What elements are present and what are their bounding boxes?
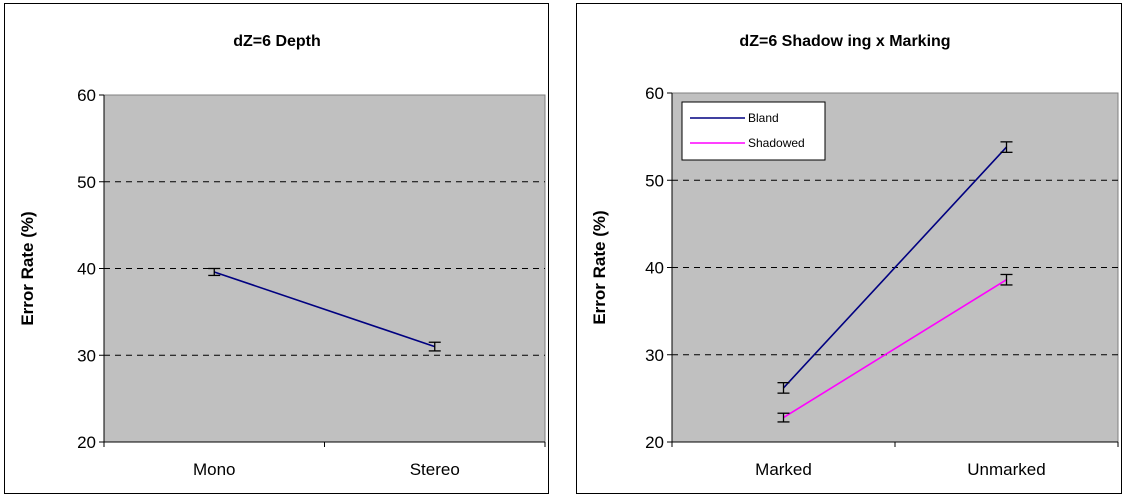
series-line-0 xyxy=(213,271,436,348)
y-tick-label: 60 xyxy=(77,86,96,105)
x-tick-label: Marked xyxy=(755,460,812,479)
y-tick-label: 30 xyxy=(645,346,664,365)
y-tick-label: 40 xyxy=(645,259,664,278)
y-tick-label: 20 xyxy=(77,433,96,452)
legend-label: Bland xyxy=(748,111,779,125)
chart-shadowing-marking-svg: dZ=6 Shadow ing x Marking 20 30 40 50 60 Marke… xyxy=(590,33,1119,479)
chart-title: dZ=6 Shadow ing x Marking xyxy=(739,33,950,50)
y-axis-label: Error Rate (%) xyxy=(590,210,609,324)
y-tick-label: 60 xyxy=(645,84,664,103)
y-tick-label: 50 xyxy=(645,171,664,190)
chart-depth-svg: dZ=6 Depth 20 30 40 50 60 Mono Stereo Error Rate… xyxy=(18,33,546,479)
series-line-bland xyxy=(782,146,1008,389)
chart-panel-depth: dZ=6 Depth 20 30 40 50 60 Mono Stereo Error Rate… xyxy=(4,3,549,494)
chart-panel-shadowing-marking: dZ=6 Shadow ing x Marking 20 30 40 50 60 Marke… xyxy=(576,3,1122,494)
y-tick-label: 40 xyxy=(77,260,96,279)
x-tick-label: Mono xyxy=(193,460,236,479)
legend-label: Shadowed xyxy=(748,136,805,150)
y-axis-label: Error Rate (%) xyxy=(18,211,37,325)
x-tick-label: Unmarked xyxy=(967,460,1045,479)
chart-title: dZ=6 Depth xyxy=(233,33,321,50)
y-tick-label: 30 xyxy=(77,346,96,365)
y-tick-label: 20 xyxy=(645,433,664,452)
series-line-shadowed xyxy=(783,279,1007,419)
x-tick-label: Stereo xyxy=(410,460,460,479)
legend-box xyxy=(681,101,826,161)
y-tick-label: 50 xyxy=(77,173,96,192)
